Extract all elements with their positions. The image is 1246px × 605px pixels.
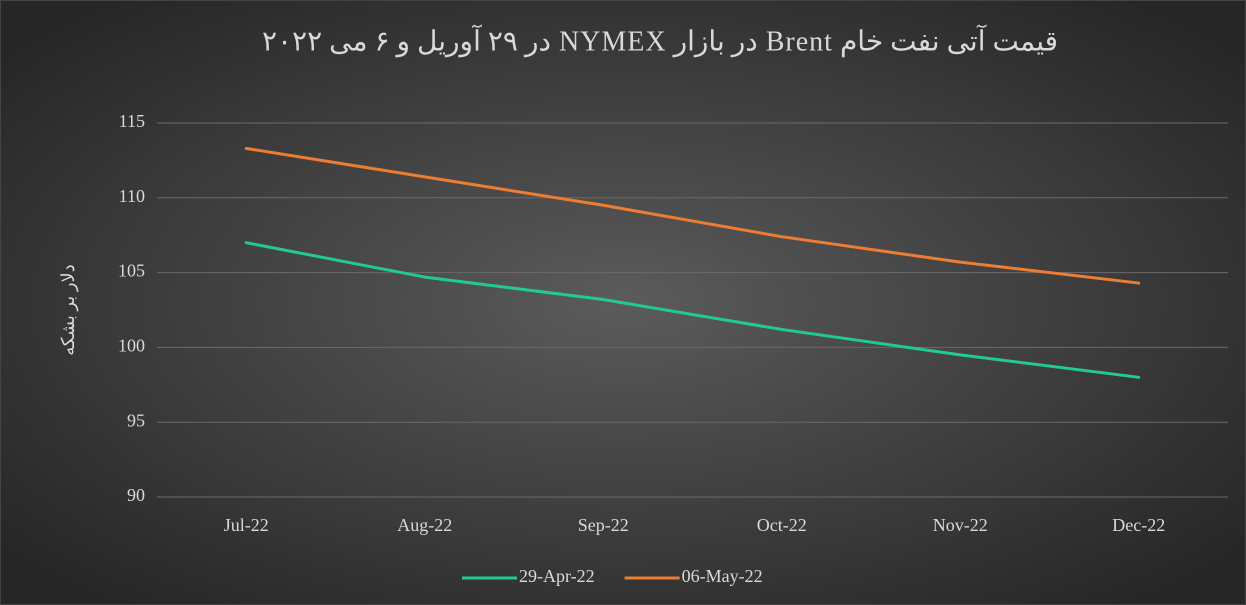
y-axis-label: دلار بر بشکه [58, 264, 79, 356]
y-tick-label: 95 [127, 410, 145, 430]
chart-title: قیمت آتی نفت خام Brent در بازار NYMEX در… [262, 23, 1058, 57]
y-tick-label: 105 [118, 261, 145, 281]
legend-label: 29-Apr-22 [519, 566, 595, 586]
y-tick-label: 115 [119, 111, 145, 131]
x-tick-label: Aug-22 [397, 515, 452, 535]
y-tick-label: 90 [127, 485, 145, 505]
series-line [244, 241, 1141, 379]
y-tick-label: 110 [119, 186, 145, 206]
y-tick-label: 100 [118, 336, 145, 356]
x-tick-label: Jul-22 [224, 515, 269, 535]
series-line [244, 146, 1141, 285]
x-tick-label: Sep-22 [578, 515, 629, 535]
x-tick-label: Oct-22 [757, 515, 807, 535]
legend-label: 06-May-22 [682, 566, 763, 586]
x-tick-label: Nov-22 [933, 515, 988, 535]
x-tick-label: Dec-22 [1112, 515, 1165, 535]
